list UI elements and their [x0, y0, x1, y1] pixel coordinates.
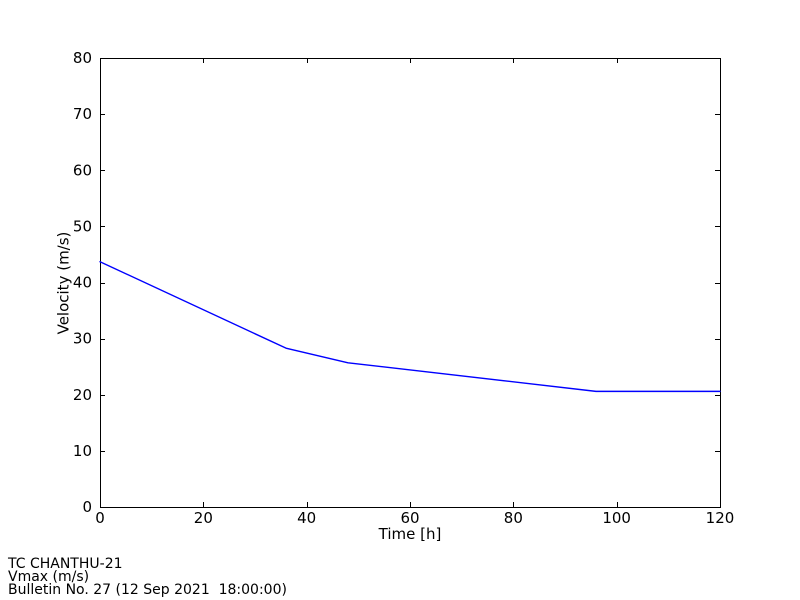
- y-axis-label: Velocity (m/s): [54, 231, 73, 335]
- x-tick-label: 80: [504, 509, 523, 527]
- y-tick-label: 60: [73, 161, 92, 179]
- y-tick-label: 80: [73, 49, 92, 67]
- y-tick-label: 70: [73, 105, 92, 123]
- x-axis-label: Time [h]: [378, 525, 442, 543]
- bulletin-info-text: Bulletin No. 27 (12 Sep 2021 18:00:00): [8, 582, 287, 598]
- x-tick-label: 60: [400, 509, 419, 527]
- x-tick-label: 100: [602, 509, 631, 527]
- variable-name-text: Vmax (m/s): [8, 569, 90, 585]
- y-tick-label: 30: [73, 330, 92, 348]
- y-tick-label: 40: [73, 274, 92, 292]
- x-tick-label: 20: [194, 509, 213, 527]
- x-tick-label: 0: [95, 509, 105, 527]
- y-tick-label: 50: [73, 217, 92, 235]
- x-tick-label: 40: [297, 509, 316, 527]
- storm-name-text: TC CHANTHU-21: [8, 556, 123, 572]
- y-tick-label: 10: [73, 442, 92, 460]
- axes-frame: [100, 58, 721, 508]
- y-tick-label: 0: [82, 498, 92, 516]
- vmax-forecast-line: [99, 261, 721, 393]
- x-tick-label: 120: [706, 509, 735, 527]
- y-tick-label: 20: [73, 386, 92, 404]
